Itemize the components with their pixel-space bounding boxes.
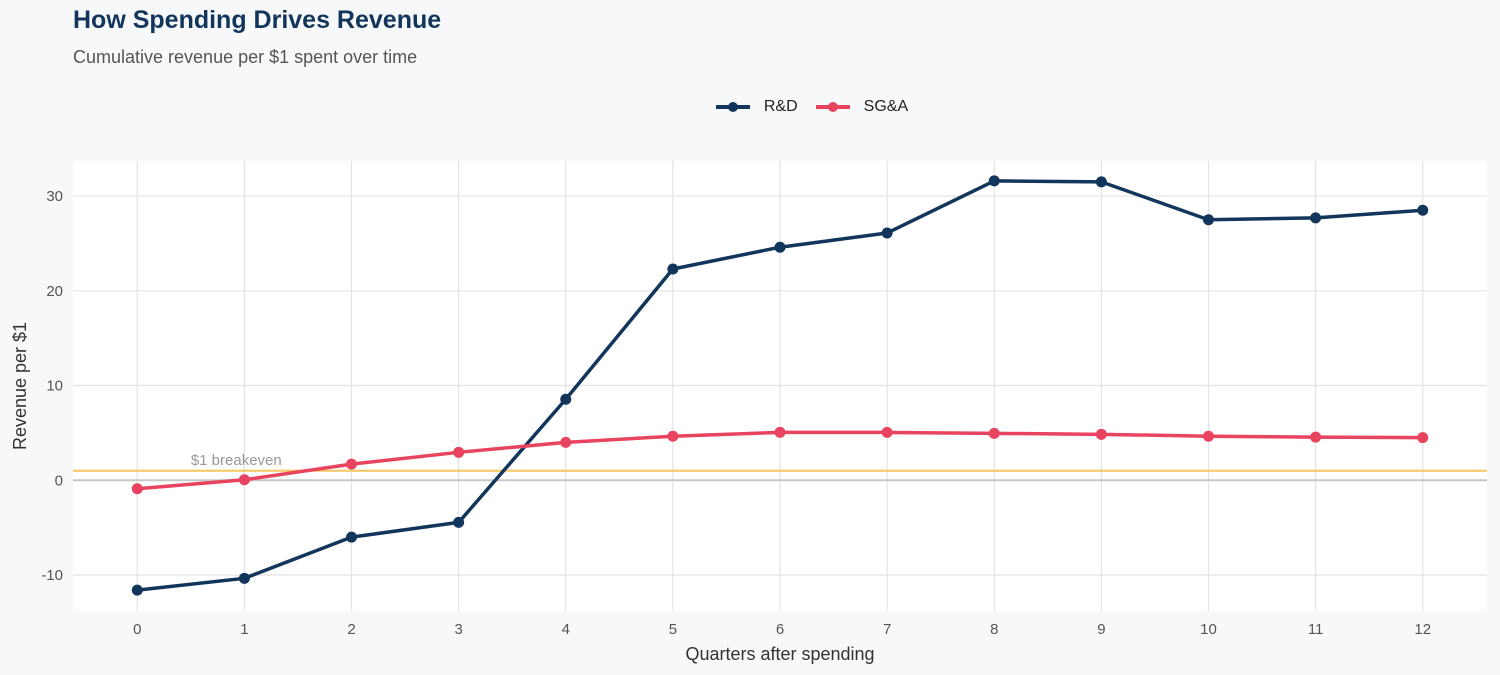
data-point	[346, 458, 358, 470]
x-tick-label: 10	[1200, 621, 1217, 638]
data-point	[238, 474, 250, 486]
data-point	[988, 427, 1000, 439]
data-point	[131, 584, 143, 596]
x-tick-label: 1	[240, 621, 248, 638]
data-point	[453, 516, 465, 528]
chart-title: How Spending Drives Revenue	[73, 6, 442, 34]
legend-swatch-sga	[815, 102, 850, 112]
y-tick-label: 30	[46, 188, 63, 205]
data-point	[774, 241, 786, 253]
data-point	[881, 426, 893, 438]
x-tick-label: 5	[669, 621, 677, 638]
data-point	[131, 483, 143, 495]
x-tick-label: 3	[454, 621, 462, 638]
breakeven-label: $1 breakeven	[191, 452, 282, 469]
legend: R&D SG&A	[62, 98, 1500, 116]
data-point	[1310, 212, 1322, 224]
x-tick-label: 2	[347, 621, 355, 638]
y-tick-label: 20	[46, 283, 63, 300]
x-tick-label: 7	[883, 621, 891, 638]
x-tick-label: 6	[776, 621, 784, 638]
x-tick-label: 9	[1097, 621, 1105, 638]
data-point	[560, 436, 572, 448]
data-point	[988, 175, 1000, 187]
y-axis-label: Revenue per $1	[10, 322, 30, 450]
data-point	[1202, 214, 1214, 226]
x-tick-label: 12	[1414, 621, 1431, 638]
chart-subtitle: Cumulative revenue per $1 spent over tim…	[73, 47, 418, 67]
data-point	[453, 446, 465, 458]
x-tick-label: 0	[133, 621, 141, 638]
data-point	[1095, 176, 1107, 188]
x-tick-label: 4	[562, 621, 570, 638]
legend-label-rd: R&D	[763, 98, 798, 115]
data-point	[560, 393, 572, 405]
data-point	[346, 531, 358, 543]
data-point	[667, 263, 679, 275]
data-point	[774, 426, 786, 438]
legend-item-sga: SG&A	[815, 98, 909, 116]
legend-swatch-rd	[715, 102, 750, 112]
x-tick-label: 11	[1308, 621, 1324, 638]
y-tick-label: -10	[41, 567, 63, 584]
x-axis-label: Quarters after spending	[685, 644, 874, 664]
data-point	[667, 430, 679, 442]
y-tick-label: 0	[55, 472, 63, 489]
x-tick-label: 8	[990, 621, 998, 638]
legend-label-sga: SG&A	[863, 98, 909, 115]
data-point	[1417, 204, 1429, 216]
data-point	[881, 227, 893, 239]
data-point	[238, 572, 250, 584]
data-point	[1310, 431, 1322, 443]
data-point	[1202, 430, 1214, 442]
data-point	[1417, 432, 1429, 444]
data-point	[1095, 428, 1107, 440]
y-tick-label: 10	[46, 378, 63, 395]
legend-item-rd: R&D	[715, 98, 798, 116]
